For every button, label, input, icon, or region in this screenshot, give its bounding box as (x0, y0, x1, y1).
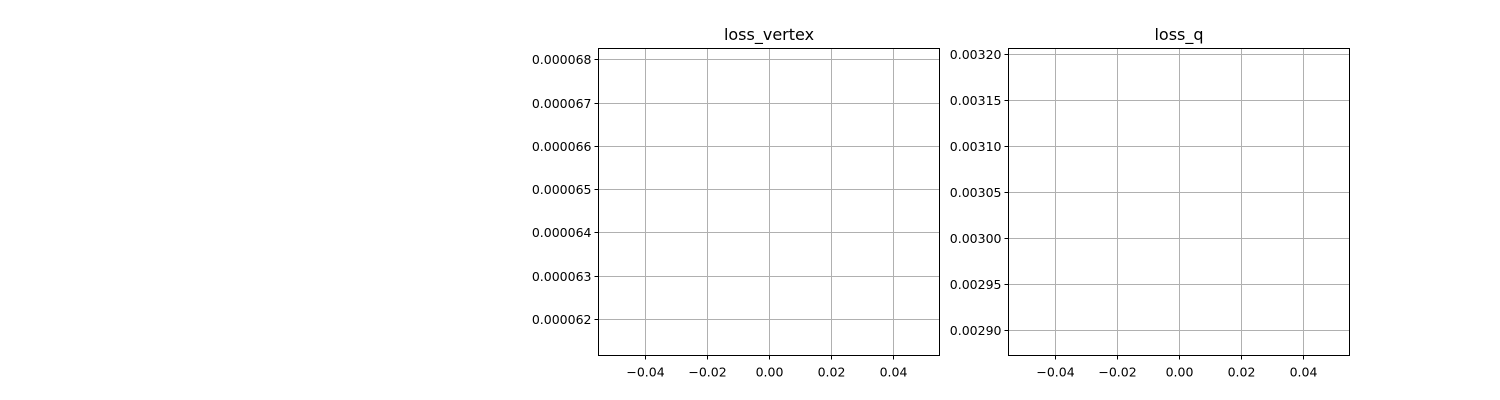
grid (1008, 48, 1350, 356)
x-tick-label: 0.00 (1166, 365, 1194, 380)
subplot-loss-q: loss_q −0.04 −0.02 0.00 0.02 0.04 0.002900.0… (950, 25, 1350, 380)
x-tick-label: 0.02 (1228, 365, 1256, 380)
grid (598, 48, 940, 356)
x-axis: −0.04 −0.02 0.00 0.02 0.04 (1036, 355, 1318, 380)
y-tick-label: 0.000063 (532, 269, 592, 284)
x-tick-label: −0.04 (1036, 365, 1074, 380)
y-tick-label: 0.000067 (532, 96, 592, 111)
y-tick-label: 0.000065 (532, 182, 592, 197)
plot-frame (598, 48, 940, 356)
x-tick-label: 0.04 (880, 365, 908, 380)
subplot-title: loss_q (1154, 25, 1203, 45)
y-tick-label: 0.00315 (950, 93, 1002, 108)
y-tick-label: 0.000066 (532, 139, 592, 154)
subplot-loss-vertex: loss_vertex −0.04 −0.02 0.00 0.02 0.04 0.000… (532, 25, 940, 380)
plot-frame (1008, 48, 1350, 356)
x-tick-label: −0.02 (688, 365, 726, 380)
y-axis: 0.00290 0.00295 0.00300 0.00305 0.00310 0.003… (950, 47, 1009, 338)
x-tick-label: 0.00 (756, 365, 784, 380)
x-tick-label: −0.02 (1098, 365, 1136, 380)
x-axis: −0.04 −0.02 0.00 0.02 0.04 (626, 355, 908, 380)
x-tick-label: −0.04 (626, 365, 664, 380)
y-axis: 0.000062 0.000063 0.000064 0.000065 0.000066… (532, 52, 599, 327)
y-tick-label: 0.00300 (950, 231, 1002, 246)
y-tick-label: 0.00305 (950, 185, 1002, 200)
subplot-title: loss_vertex (724, 25, 814, 45)
y-tick-label: 0.00290 (950, 323, 1002, 338)
x-tick-label: 0.02 (818, 365, 846, 380)
y-tick-label: 0.00320 (950, 47, 1002, 62)
y-tick-label: 0.000062 (532, 312, 592, 327)
y-tick-label: 0.000064 (532, 225, 592, 240)
x-tick-label: 0.04 (1290, 365, 1318, 380)
y-tick-label: 0.00295 (950, 277, 1002, 292)
y-tick-label: 0.00310 (950, 139, 1002, 154)
y-tick-label: 0.000068 (532, 52, 592, 67)
